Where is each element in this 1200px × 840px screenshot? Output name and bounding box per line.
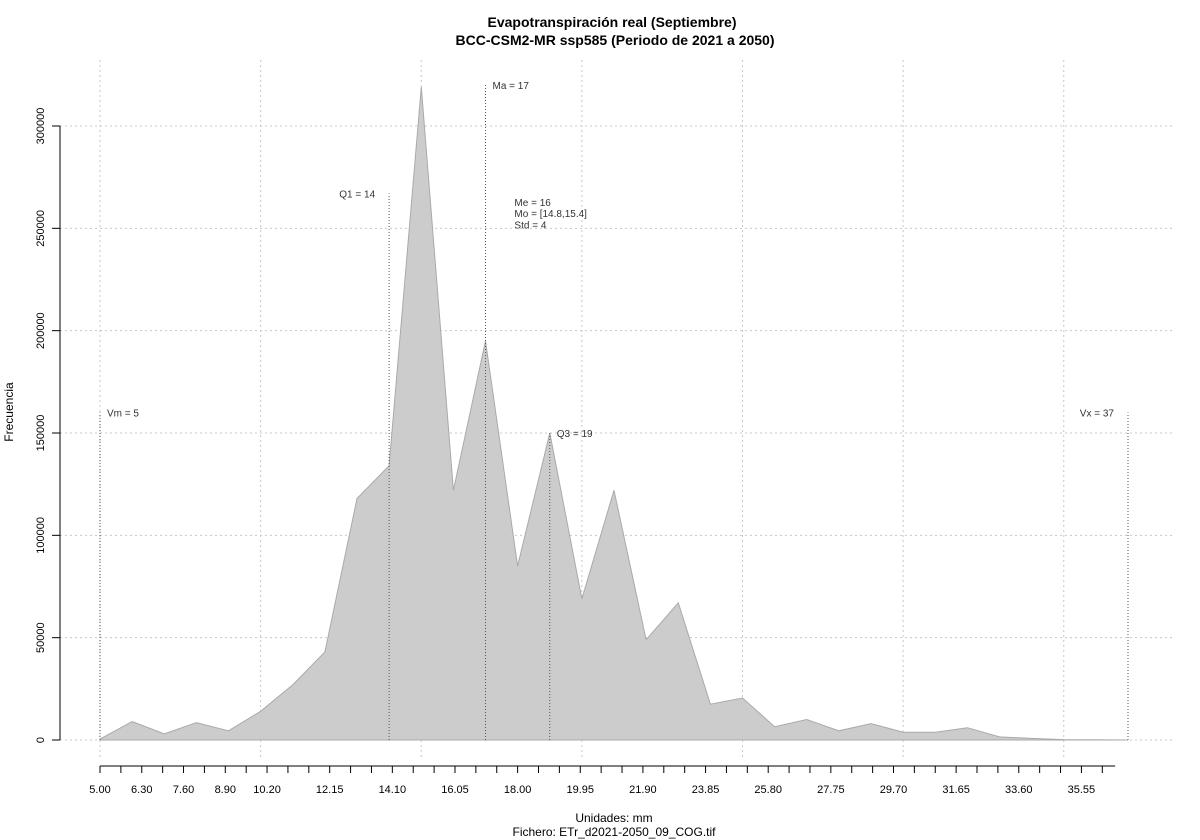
x-tick-label: 31.65 [942, 784, 970, 796]
marker-label: Vx = 37 [1080, 409, 1115, 420]
marker-lines: Vm = 5 Q1 = 14 Ma = 17 Q3 = 19 Vx = 37 [99, 81, 1129, 740]
x-axis-title: Unidades: mm [575, 811, 652, 825]
x-tick-label: 19.95 [567, 784, 595, 796]
x-tick-label: 21.90 [629, 784, 657, 796]
x-tick-label: 25.80 [754, 784, 782, 796]
x-tick-label: 10.20 [253, 784, 281, 796]
stats-line: Me = 16 [514, 198, 551, 209]
file-caption: Fichero: ETr_d2021-2050_09_COG.tif [513, 825, 717, 839]
y-tick-label: 200000 [35, 312, 47, 349]
x-tick-label: 23.85 [692, 784, 720, 796]
x-tick-label: 5.00 [89, 784, 110, 796]
x-tick-label: 14.10 [379, 784, 407, 796]
x-axis: 5.00 6.30 7.60 8.90 10.20 12.15 14.10 16.05 18.0… [89, 765, 1116, 796]
y-axis: 0 50000 100000 150000 200000 250000 300000 [35, 108, 61, 743]
x-tick-label: 8.90 [215, 784, 236, 796]
y-tick-label: 150000 [35, 415, 47, 452]
marker-label: Ma = 17 [493, 81, 530, 92]
x-tick-label: 33.60 [1005, 784, 1033, 796]
chart-subtitle: BCC-CSM2-MR ssp585 (Periodo de 2021 a 20… [456, 32, 775, 48]
y-tick-label: 100000 [35, 517, 47, 554]
y-tick-label: 50000 [35, 622, 47, 653]
y-axis-title: Frecuencia [2, 382, 16, 442]
marker-label: Q1 = 14 [339, 190, 375, 201]
x-tick-label: 35.55 [1068, 784, 1096, 796]
x-tick-label: 18.00 [504, 784, 532, 796]
x-tick-label: 29.70 [880, 784, 908, 796]
marker-label: Q3 = 19 [557, 429, 593, 440]
y-tick-label: 250000 [35, 210, 47, 247]
y-tick-label: 300000 [35, 108, 47, 145]
marker-label: Vm = 5 [107, 409, 139, 420]
x-tick-label: 12.15 [316, 784, 344, 796]
x-tick-label: 6.30 [131, 784, 152, 796]
stats-line: Mo = [14.8,15.4] [514, 209, 587, 220]
y-tick-label: 0 [35, 737, 47, 743]
chart-title: Evapotranspiración real (Septiembre) [488, 14, 737, 30]
stats-line: Std = 4 [514, 220, 546, 231]
x-tick-label: 7.60 [173, 784, 194, 796]
x-tick-label: 16.05 [441, 784, 469, 796]
x-tick-label: 27.75 [817, 784, 845, 796]
frequency-area [99, 87, 1129, 741]
